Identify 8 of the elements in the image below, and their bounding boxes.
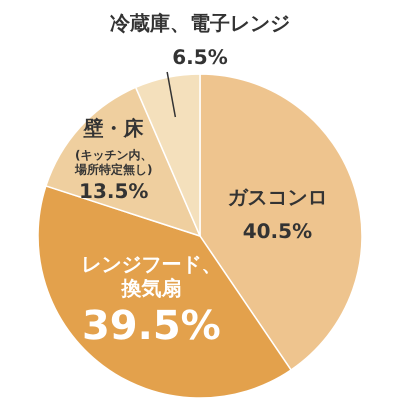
slice-label: ガスコンロ bbox=[227, 185, 328, 210]
slice-label: 冷蔵庫、電子レンジ bbox=[110, 11, 290, 35]
data-label: 39.5% bbox=[82, 302, 221, 349]
slice-label: レンジフード、換気扇 bbox=[81, 252, 222, 300]
data-label: 6.5% bbox=[172, 45, 228, 69]
slice-label: 壁・床(キッチン内、場所特定無し) bbox=[74, 116, 152, 176]
data-label: 13.5% bbox=[79, 178, 148, 203]
data-label: 40.5% bbox=[242, 219, 312, 244]
